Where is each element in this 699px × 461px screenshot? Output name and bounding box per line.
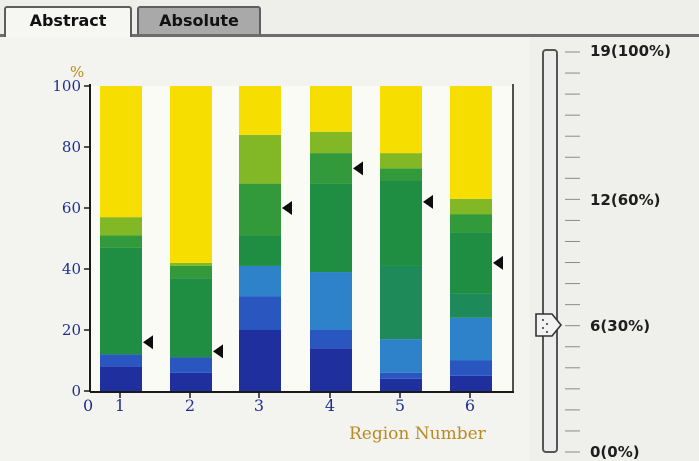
- bar-2-segment-0: [170, 372, 212, 391]
- x-tick-label: 2: [185, 396, 195, 415]
- marker-region-1: [143, 335, 153, 350]
- bar-2-segment-1: [170, 357, 212, 373]
- bar-6-segment-0: [450, 375, 492, 391]
- bar-6-segment-7: [450, 86, 492, 199]
- slider-label-30: 6(30%): [590, 317, 651, 335]
- bar-1-segment-6: [100, 217, 142, 236]
- marker-region-4: [353, 161, 363, 176]
- slider-label-max: 19(100%): [590, 42, 671, 60]
- x-tick-label: 4: [325, 396, 335, 415]
- bar-2-segment-6: [170, 262, 212, 266]
- bar-4-segment-0: [310, 348, 352, 391]
- bar-6-segment-3: [450, 293, 492, 318]
- bar-2-segment-4: [170, 278, 212, 358]
- bar-3-segment-7: [239, 86, 281, 135]
- bar-6-segment-4: [450, 232, 492, 294]
- tab-absolute[interactable]: Absolute: [137, 6, 261, 34]
- tab-abstract[interactable]: Abstract: [4, 6, 132, 37]
- bar-4-segment-2: [310, 272, 352, 330]
- bar-5-segment-4: [380, 180, 422, 266]
- x-tick-label: 3: [254, 396, 264, 415]
- y-tick-label: 20: [62, 321, 81, 339]
- y-tick-label: 100: [52, 77, 81, 95]
- bar-1-segment-4: [100, 247, 142, 355]
- tab-bar: Abstract Absolute: [0, 0, 699, 38]
- marker-region-2: [213, 344, 223, 359]
- y-axis-unit: %: [70, 63, 84, 81]
- bar-5-segment-1: [380, 372, 422, 379]
- y-tick-label: 80: [62, 138, 81, 156]
- x-origin-label: 0: [83, 396, 93, 415]
- bar-3-segment-4: [239, 235, 281, 266]
- y-tick-label: 0: [71, 382, 81, 400]
- bar-5-segment-7: [380, 86, 422, 154]
- slider-track[interactable]: [542, 49, 558, 453]
- bar-5-segment-6: [380, 153, 422, 169]
- marker-region-3: [282, 201, 292, 215]
- bar-5-segment-5: [380, 168, 422, 181]
- bar-3-segment-0: [239, 330, 281, 391]
- x-tick-label: 5: [395, 396, 405, 415]
- bar-3-segment-5: [239, 183, 281, 236]
- slider-panel: [530, 37, 699, 461]
- bar-1-segment-7: [100, 86, 142, 218]
- marker-region-6: [493, 255, 503, 270]
- plot-background: [88, 86, 512, 391]
- marker-region-5: [423, 194, 433, 209]
- bar-5-segment-3: [380, 265, 422, 340]
- bar-3-segment-1: [239, 296, 281, 330]
- bar-5-segment-2: [380, 339, 422, 373]
- bar-6-segment-1: [450, 360, 492, 376]
- slider-label-min: 0(0%): [590, 443, 640, 461]
- bar-2-segment-7: [170, 86, 212, 263]
- bar-4-segment-7: [310, 86, 352, 132]
- x-tick-label: 6: [465, 396, 475, 415]
- bar-5-segment-0: [380, 378, 422, 391]
- bar-4-segment-6: [310, 131, 352, 154]
- bar-3-segment-6: [239, 134, 281, 184]
- bar-4-segment-1: [310, 330, 352, 349]
- bar-4-segment-5: [310, 153, 352, 184]
- tab-divider: [0, 34, 699, 37]
- x-tick-label: 1: [115, 396, 125, 415]
- bar-2-segment-5: [170, 265, 212, 279]
- slider-thumb[interactable]: [535, 313, 563, 337]
- bar-4-segment-4: [310, 183, 352, 273]
- bar-1-segment-1: [100, 354, 142, 367]
- bar-6-segment-6: [450, 198, 492, 215]
- x-axis-title: Region Number: [349, 424, 487, 444]
- bar-1-segment-5: [100, 235, 142, 248]
- slider-label-60: 12(60%): [590, 191, 661, 209]
- y-tick-label: 60: [62, 199, 81, 217]
- bar-6-segment-2: [450, 317, 492, 361]
- bar-1-segment-0: [100, 366, 142, 391]
- y-tick-label: 40: [62, 260, 81, 278]
- bar-3-segment-2: [239, 265, 281, 297]
- bar-6-segment-5: [450, 214, 492, 233]
